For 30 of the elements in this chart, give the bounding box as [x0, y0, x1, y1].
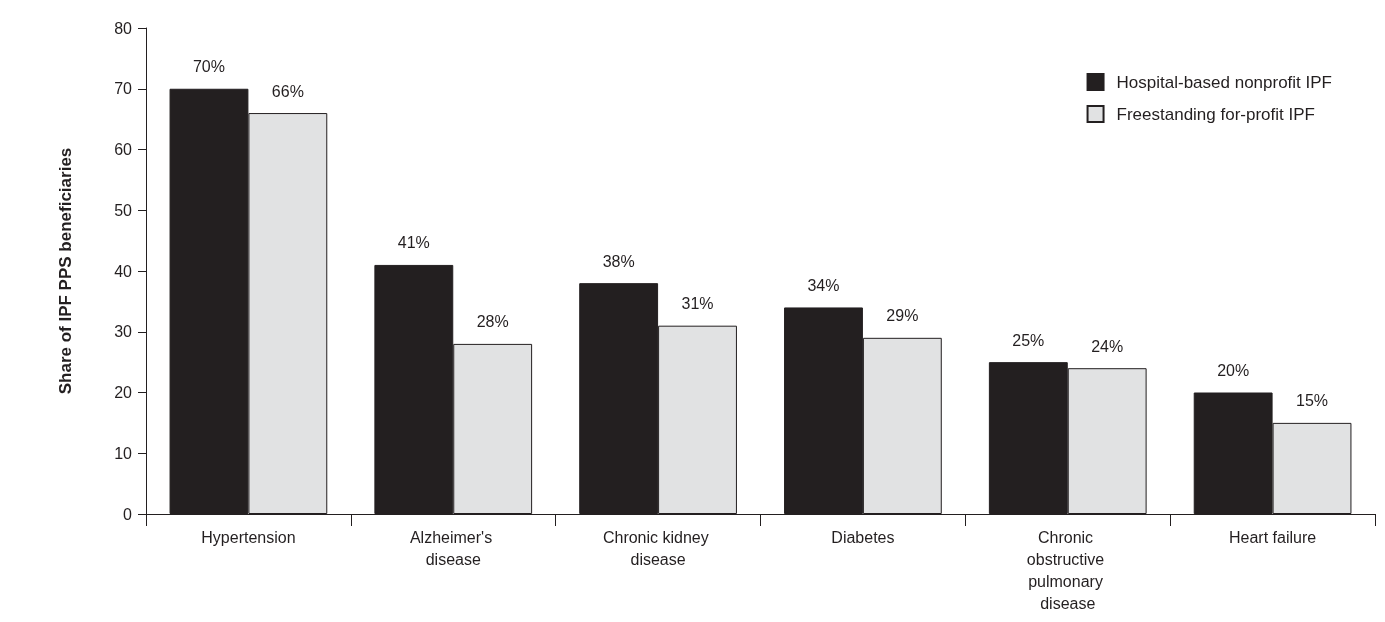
data-label: 38%: [602, 252, 635, 270]
x-tick-label: Hypertension: [201, 528, 296, 546]
y-tick-label: 40: [114, 262, 133, 280]
data-label: 28%: [476, 313, 509, 331]
data-label: 66%: [271, 82, 304, 100]
x-tick-label: Alzheimer's disease: [409, 528, 497, 568]
data-label: 70%: [192, 58, 225, 76]
data-label: 24%: [1091, 337, 1124, 355]
x-tick-label: Diabetes: [831, 528, 895, 546]
x-tick-label: Chronic kidney disease: [602, 528, 714, 568]
x-tick-label: Chronic obstructive pulmonary disease: [1026, 528, 1109, 612]
y-tick-label: 20: [114, 384, 133, 401]
data-label: 34%: [807, 276, 840, 294]
legend-label: Hospital-based nonprofit IPF: [1116, 72, 1333, 92]
y-tick-label: 10: [114, 444, 133, 462]
y-tick-label: 70: [114, 80, 133, 98]
data-label: 31%: [681, 295, 714, 313]
y-tick-label: 0: [123, 505, 133, 523]
y-axis-title: Share of IPF PPS beneficiaries: [56, 147, 75, 395]
data-label: 29%: [886, 307, 919, 325]
data-label: 25%: [1012, 331, 1045, 349]
data-label: 41%: [397, 234, 430, 252]
data-label: 15%: [1296, 392, 1329, 410]
y-tick-label: 80: [114, 19, 133, 37]
y-tick-label: 30: [114, 323, 133, 341]
y-tick-label: 60: [114, 141, 133, 158]
data-label: 20%: [1217, 362, 1250, 379]
y-tick-label: 50: [114, 201, 133, 219]
legend-label: Freestanding for-profit IPF: [1116, 104, 1315, 124]
x-tick-label: Heart failure: [1229, 528, 1317, 546]
